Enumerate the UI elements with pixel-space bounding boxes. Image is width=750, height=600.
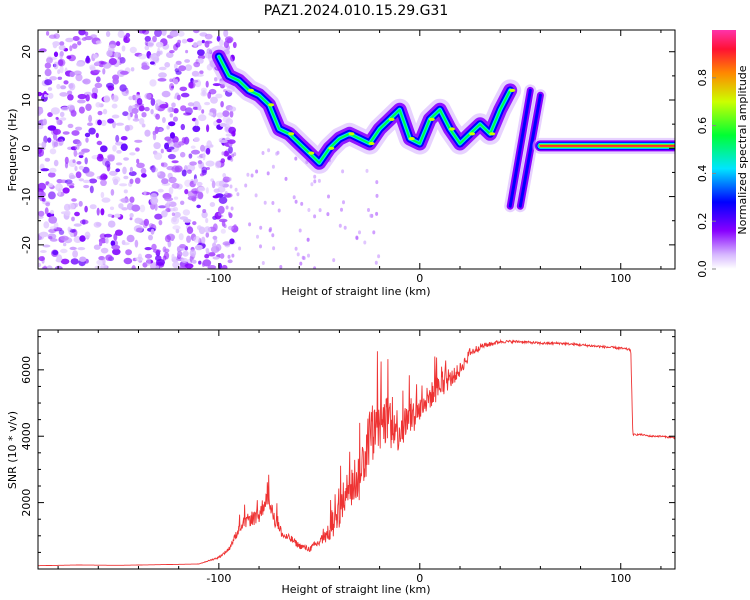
colorbar-ticks: 0.0 0.2 0.4 0.6 0.8 <box>696 69 716 278</box>
colorbar: 0.0 0.2 0.4 0.6 0.8 Normalized spectral ampl… <box>696 30 749 278</box>
signal-track <box>207 45 522 174</box>
snr-ytick-label: 2000 <box>20 489 33 517</box>
colorbar-tick-label: 0.6 <box>696 117 709 135</box>
snr-ticks: -100 0 100 2000 4000 6000 <box>20 330 675 585</box>
spectrogram-ytick-label: -20 <box>20 236 33 254</box>
colorbar-tick-label: 0.8 <box>696 69 709 87</box>
colorbar-tick-label: 0.0 <box>696 260 709 278</box>
spectrogram-xtick-label: 100 <box>610 272 631 285</box>
colorbar-gradient <box>712 30 736 269</box>
spectrogram-xlabel: Height of straight line (km) <box>281 285 430 298</box>
spectrogram-xtick-label: 0 <box>416 272 423 285</box>
snr-frame <box>37 329 676 570</box>
chirp-0 <box>504 84 537 213</box>
spectrogram-ytick-label: -10 <box>20 188 33 206</box>
spectrogram-xtick-label: -100 <box>206 272 231 285</box>
snr-panel: -100 0 100 2000 4000 6000 Height of straight … <box>6 329 676 596</box>
snr-content <box>38 338 675 567</box>
spectrogram-ylabel: Frequency (Hz) <box>6 109 19 192</box>
snr-xtick-label: 100 <box>610 572 631 585</box>
colorbar-label: Normalized spectral amplitude <box>736 65 749 234</box>
colorbar-tick-label: 0.4 <box>696 165 709 183</box>
snr-series-line <box>38 338 675 567</box>
spectrogram-frame <box>37 29 676 270</box>
figure-title: PAZ1.2024.010.15.29.G31 <box>264 3 449 19</box>
colorbar-tick-label: 0.2 <box>696 212 709 230</box>
snr-xlabel: Height of straight line (km) <box>281 583 430 596</box>
snr-ytick-label: 4000 <box>20 422 33 450</box>
spectrogram-ytick-label: 20 <box>20 45 33 59</box>
chirp-1 <box>514 89 547 213</box>
snr-ytick-label: 6000 <box>20 356 33 384</box>
snr-background <box>38 330 675 569</box>
snr-xtick-label: -100 <box>206 572 231 585</box>
snr-ylabel: SNR (10 * v/v) <box>6 411 19 489</box>
spectrogram-ytick-label: 10 <box>20 93 33 107</box>
spectrogram-ytick-label: 0 <box>20 145 33 152</box>
snr-xtick-label: 0 <box>416 572 423 585</box>
spectrogram-content <box>38 30 675 269</box>
